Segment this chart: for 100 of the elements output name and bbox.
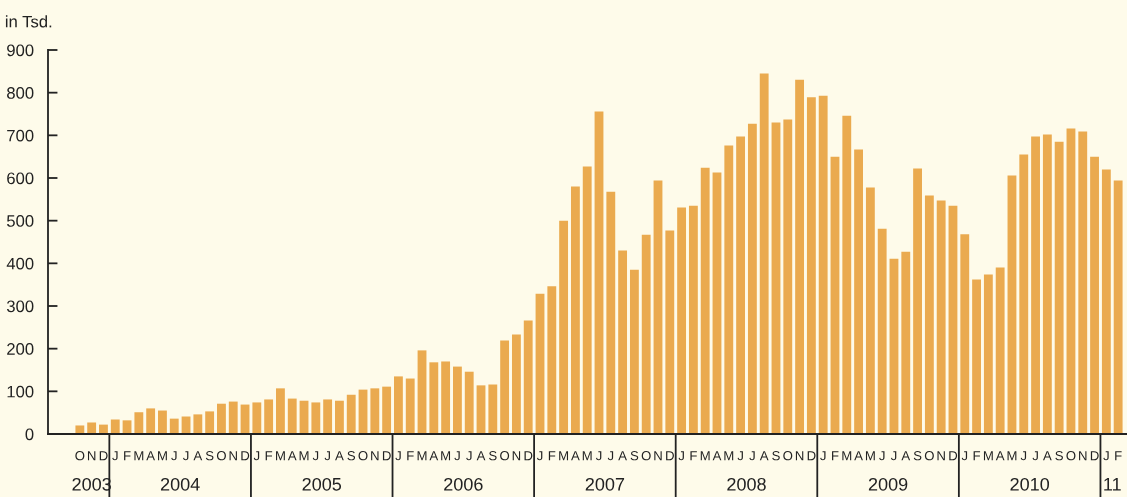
bar [1031, 136, 1040, 434]
x-tick-label: A [476, 451, 486, 461]
bar [889, 258, 899, 434]
x-tick-label: D [807, 451, 816, 461]
bar [429, 362, 439, 434]
x-tick-label: J [890, 451, 897, 461]
bar [688, 205, 698, 434]
x-tick-label: J [607, 451, 614, 461]
x-tick-label: S [772, 451, 780, 461]
x-tick-label: O [783, 451, 793, 461]
y-axis-title: in Tsd. [5, 15, 52, 28]
bar [854, 149, 863, 434]
bar [87, 422, 97, 434]
bar [759, 73, 769, 434]
x-tick-label: N [937, 451, 945, 461]
x-tick-label: A [712, 451, 722, 461]
x-tick-label: J [595, 451, 602, 461]
x-tick-label: S [630, 451, 639, 461]
x-tick-label: J [1032, 451, 1038, 461]
bar [606, 191, 616, 434]
x-tick-label: M [559, 451, 569, 461]
x-tick-label: O [358, 451, 368, 461]
bar [700, 167, 710, 434]
y-tick-label: 700 [7, 129, 34, 142]
x-tick-label: O [1066, 451, 1076, 461]
bar [276, 388, 285, 434]
x-tick-label: J [312, 451, 319, 461]
x-tick-label: A [193, 451, 203, 461]
x-tick-label: D [1090, 451, 1099, 461]
x-tick-label: O [500, 451, 510, 461]
x-tick-label: D [241, 451, 250, 461]
x-tick-label: N [654, 451, 662, 461]
bar [158, 410, 167, 434]
bar [972, 279, 981, 434]
bar [618, 250, 628, 434]
bar [736, 136, 746, 434]
x-tick-label: M [865, 451, 875, 461]
bar [500, 340, 510, 434]
x-tick-label: M [1007, 451, 1017, 461]
bar [535, 293, 545, 434]
x-tick-label: D [99, 451, 108, 461]
y-tick-label: 300 [6, 300, 34, 313]
x-tick-label: J [171, 451, 177, 461]
bar [818, 95, 828, 434]
bar [523, 320, 533, 434]
bar [547, 286, 557, 434]
bar [842, 115, 852, 434]
bar [924, 195, 934, 434]
bar [594, 111, 604, 434]
x-tick-label: F [973, 451, 981, 461]
x-tick-label: J [820, 451, 826, 461]
bar [417, 350, 427, 434]
x-tick-label: A [759, 451, 769, 461]
x-tick-label: A [618, 451, 627, 461]
text: 2005 [302, 477, 342, 491]
x-tick-label: S [913, 451, 922, 461]
x-tick-label: A [901, 451, 911, 461]
bar [346, 394, 356, 434]
bar [169, 418, 179, 434]
x-tick-label: F [1115, 451, 1122, 461]
y-tick-label: 900 [7, 44, 34, 57]
x-tick-label: S [205, 451, 214, 461]
x-tick-label: M [276, 451, 285, 461]
x-tick-label: J [749, 451, 755, 461]
bar [452, 366, 462, 434]
x-tick-label: N [512, 451, 521, 461]
y-tick-label: 200 [7, 343, 34, 355]
bar [217, 403, 226, 434]
x-tick-label: F [407, 451, 414, 461]
bar [1113, 180, 1123, 434]
bar [582, 166, 592, 434]
bar [877, 228, 887, 434]
bar [1042, 134, 1052, 434]
x-tick-label: F [690, 451, 697, 461]
y-tick-label: 0 [25, 428, 34, 441]
bar [677, 207, 687, 434]
bar [1019, 154, 1029, 434]
x-tick-label: J [737, 451, 743, 461]
bar [665, 230, 675, 434]
x-tick-label: N [229, 451, 237, 461]
x-tick-label: F [832, 451, 839, 461]
x-tick-label: O [75, 451, 85, 461]
text: 2006 [444, 477, 483, 491]
bar [441, 361, 451, 434]
x-tick-label: N [87, 451, 96, 461]
bar [1054, 141, 1064, 434]
bar [913, 168, 922, 434]
bar [511, 334, 521, 434]
bar [806, 97, 816, 434]
bar [146, 408, 156, 434]
x-tick-label: M [441, 451, 451, 461]
bar [264, 399, 274, 434]
text: 2010 [1010, 477, 1050, 491]
x-tick-label: S [1055, 451, 1063, 461]
x-tick-label: O [641, 451, 651, 461]
x-tick-label: F [265, 451, 273, 461]
bar [134, 412, 144, 434]
x-tick-label: J [1103, 451, 1109, 461]
x-tick-label: M [842, 451, 852, 461]
x-tick-label: M [134, 451, 144, 461]
